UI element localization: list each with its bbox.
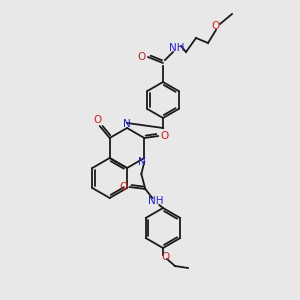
Text: O: O (94, 115, 102, 125)
Text: NH: NH (148, 196, 163, 206)
Text: O: O (138, 52, 146, 62)
Text: O: O (119, 182, 128, 192)
Text: NH: NH (169, 43, 185, 53)
Text: N: N (123, 119, 131, 129)
Text: O: O (212, 21, 220, 31)
Text: N: N (138, 157, 146, 167)
Text: O: O (160, 131, 168, 141)
Text: O: O (161, 252, 169, 262)
